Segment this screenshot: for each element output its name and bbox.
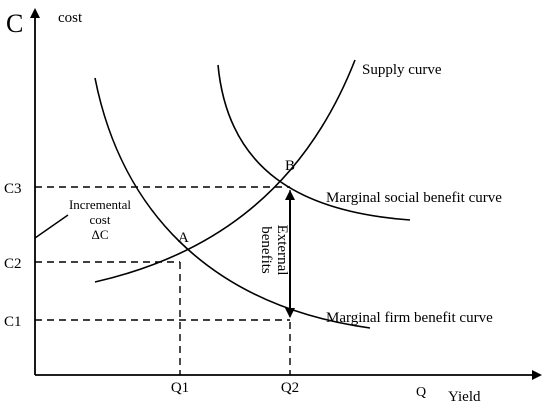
external-line: benefits: [258, 226, 274, 274]
external-line: External: [274, 225, 290, 276]
x-symbol: Q: [416, 385, 426, 400]
y-symbol: C: [6, 9, 23, 38]
curve-label: Marginal firm benefit curve: [326, 310, 493, 326]
y-tick-label: C2: [4, 256, 22, 272]
incremental-line: Incremental: [69, 197, 131, 212]
y-tick-label: C3: [4, 181, 22, 197]
curve-label: Supply curve: [362, 62, 442, 78]
curve-label: Marginal social benefit curve: [326, 190, 502, 206]
point-label: B: [285, 158, 295, 174]
y-tick-label: C1: [4, 314, 22, 330]
point-label: A: [178, 230, 189, 246]
x-label: Yield: [448, 389, 481, 405]
incremental-line: cost: [90, 212, 111, 227]
y-label: cost: [58, 10, 83, 26]
supply-curve: [94, 59, 356, 283]
incremental-line: ΔC: [91, 227, 108, 242]
x-tick-label: Q2: [281, 380, 299, 396]
x-tick-label: Q1: [171, 380, 189, 396]
external-label: External benefits: [258, 225, 290, 276]
pointer-line: [34, 214, 69, 239]
firm-benefit-curve: [94, 77, 371, 329]
social-benefit-curve: [217, 64, 411, 221]
